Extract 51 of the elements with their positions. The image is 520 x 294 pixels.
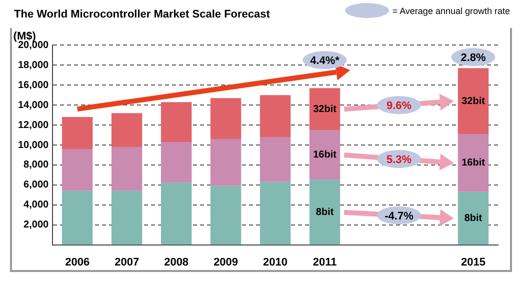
y-tick-label: 4,000 (24, 200, 50, 211)
y-tick-label: 12,000 (18, 120, 50, 131)
bar (309, 130, 340, 180)
bar (62, 190, 93, 245)
annotation: 2.8% (460, 52, 486, 64)
bar (210, 139, 242, 186)
y-tick-label: 2,000 (24, 220, 50, 231)
bar (160, 142, 192, 183)
bar (210, 186, 242, 245)
annotation: 5.3% (386, 154, 412, 166)
x-tick-label: 2008 (164, 256, 189, 268)
annotation: 8bit (464, 213, 483, 224)
x-tick-label: 2007 (114, 256, 140, 268)
bar (111, 113, 142, 147)
x-tick-label: 2009 (214, 256, 238, 268)
bar (458, 134, 489, 192)
x-tick-label: 2010 (263, 256, 288, 268)
y-tick-label: 20,000 (18, 40, 50, 51)
y-tick-label: 6,000 (24, 180, 50, 191)
chart-title: The World Microcontroller Market Scale Forecast (14, 8, 270, 21)
x-tick-label: 2011 (312, 256, 337, 268)
annotation: 16bit (313, 150, 338, 161)
bar (458, 68, 489, 134)
bar (260, 182, 291, 245)
bar (309, 180, 340, 245)
y-tick-label: 14,000 (18, 100, 50, 111)
x-tick-label: 2015 (461, 256, 486, 268)
annotation: 8bit (316, 207, 334, 218)
bar (260, 137, 291, 182)
annotation: -4.7% (384, 210, 414, 222)
y-tick-label: 16,000 (18, 80, 50, 91)
annotation: 4.4%* (310, 55, 340, 68)
bar (309, 88, 340, 130)
text: = Average annual growth rate (392, 6, 510, 16)
annotation: 9.6% (386, 100, 412, 112)
bar (160, 182, 192, 245)
bar (111, 146, 142, 191)
y-tick-label: 18,000 (18, 60, 50, 71)
annotation: 32bit (462, 96, 486, 107)
bar (160, 102, 192, 142)
bar (62, 148, 93, 191)
x-tick-label: 2006 (65, 256, 90, 268)
annotation: 32bit (313, 104, 338, 115)
y-tick-label: 10,000 (18, 140, 50, 151)
bar (111, 190, 142, 245)
bar (260, 95, 291, 138)
bar (210, 98, 242, 140)
bar (458, 192, 489, 245)
annotation: 16bit (462, 158, 486, 169)
y-tick-label: 8,000 (24, 160, 50, 171)
bar (62, 117, 93, 149)
